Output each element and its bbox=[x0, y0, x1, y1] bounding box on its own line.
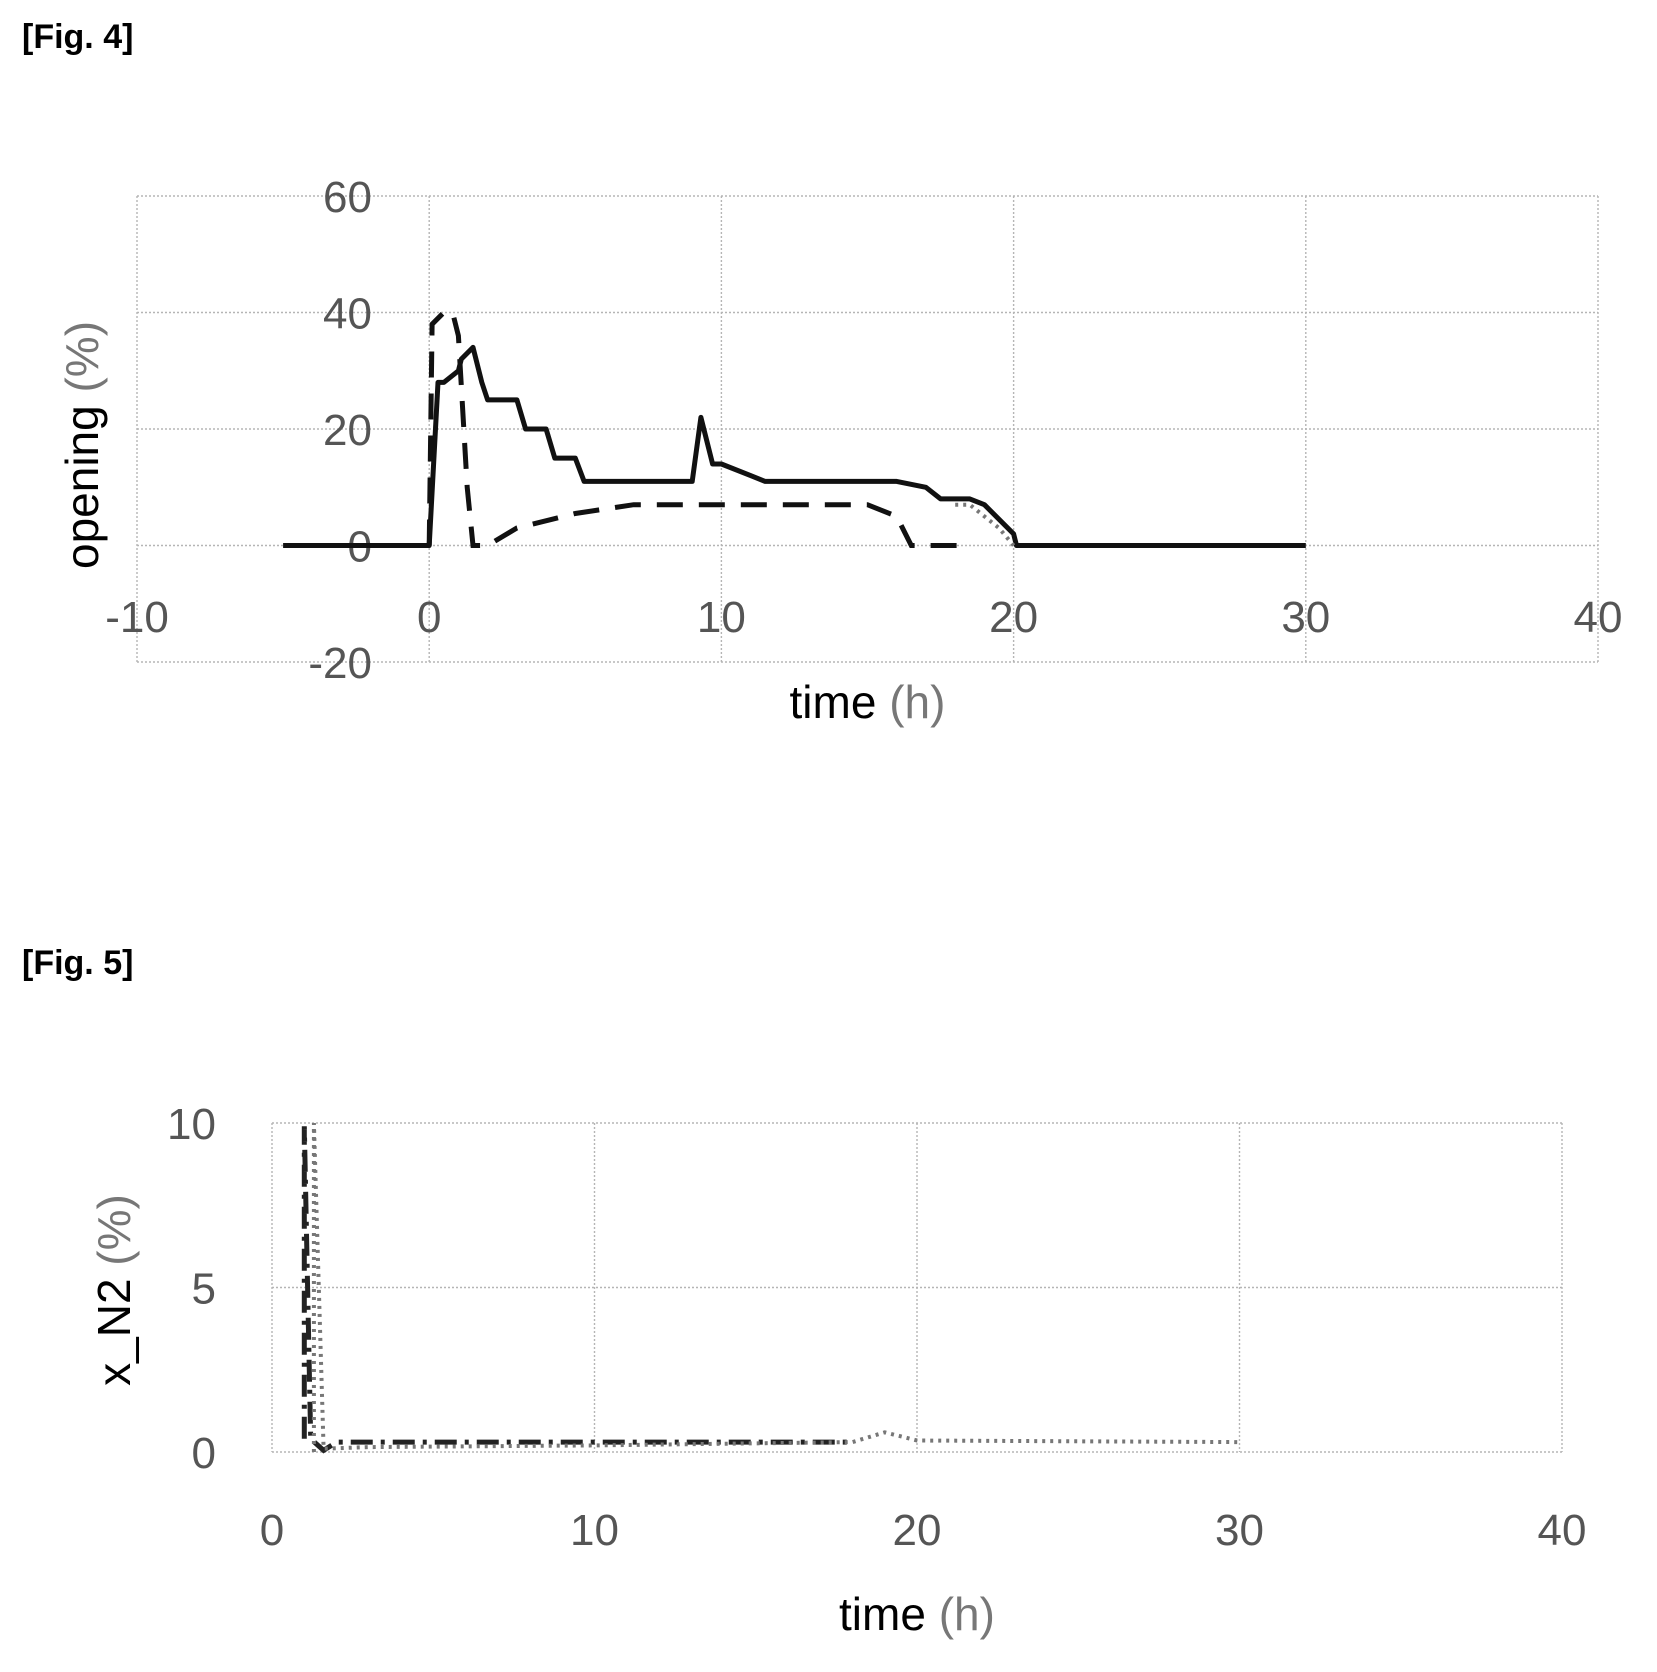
y-axis-label-text: opening bbox=[56, 393, 108, 570]
chart-fig5: 0 5 10 0 10 20 30 40 time (h) x_N2 (%) bbox=[88, 1100, 1586, 1640]
series-line-dotted bbox=[955, 502, 1016, 547]
x-tick-label: -10 bbox=[105, 593, 169, 642]
x-tick-label: 20 bbox=[893, 1506, 942, 1555]
x-tick-label: 0 bbox=[417, 593, 441, 642]
series-line-dashdot bbox=[301, 1126, 853, 1454]
x-tick-label: 0 bbox=[260, 1506, 284, 1555]
y-tick-label: 60 bbox=[323, 173, 372, 222]
y-tick-label: 10 bbox=[167, 1100, 216, 1149]
figure-4-label: [Fig. 4] bbox=[22, 18, 134, 56]
x-axis-label-unit: (h) bbox=[939, 1588, 995, 1640]
y-axis-label-unit: (%) bbox=[88, 1194, 140, 1266]
x-axis-label: time (h) bbox=[790, 676, 946, 728]
x-tick-label: 30 bbox=[1281, 593, 1330, 642]
series-line-dashed bbox=[426, 310, 970, 548]
y-axis-label: x_N2 (%) bbox=[88, 1194, 140, 1386]
y-tick-label: -20 bbox=[308, 639, 372, 688]
x-tick-label: 10 bbox=[697, 593, 746, 642]
x-axis-label-text: time bbox=[790, 676, 890, 728]
y-axis-label-unit: (%) bbox=[56, 321, 108, 393]
x-axis-label: time (h) bbox=[839, 1588, 995, 1640]
x-tick-label: 40 bbox=[1574, 593, 1623, 642]
y-tick-label: 40 bbox=[323, 290, 372, 339]
figure-5-label: [Fig. 5] bbox=[22, 944, 134, 982]
y-tick-label: 0 bbox=[192, 1429, 216, 1478]
x-tick-label: 10 bbox=[570, 1506, 619, 1555]
y-tick-label: 20 bbox=[323, 406, 372, 455]
y-axis-label-text: x_N2 bbox=[88, 1266, 140, 1386]
x-tick-label: 30 bbox=[1215, 1506, 1264, 1555]
x-axis-label-unit: (h) bbox=[889, 676, 945, 728]
x-tick-label: 20 bbox=[989, 593, 1038, 642]
y-tick-label: 5 bbox=[192, 1265, 216, 1314]
x-tick-label: 40 bbox=[1538, 1506, 1587, 1555]
x-axis-label-text: time bbox=[839, 1588, 939, 1640]
series-line-solid bbox=[283, 344, 1306, 548]
y-axis-label: opening (%) bbox=[56, 321, 108, 569]
